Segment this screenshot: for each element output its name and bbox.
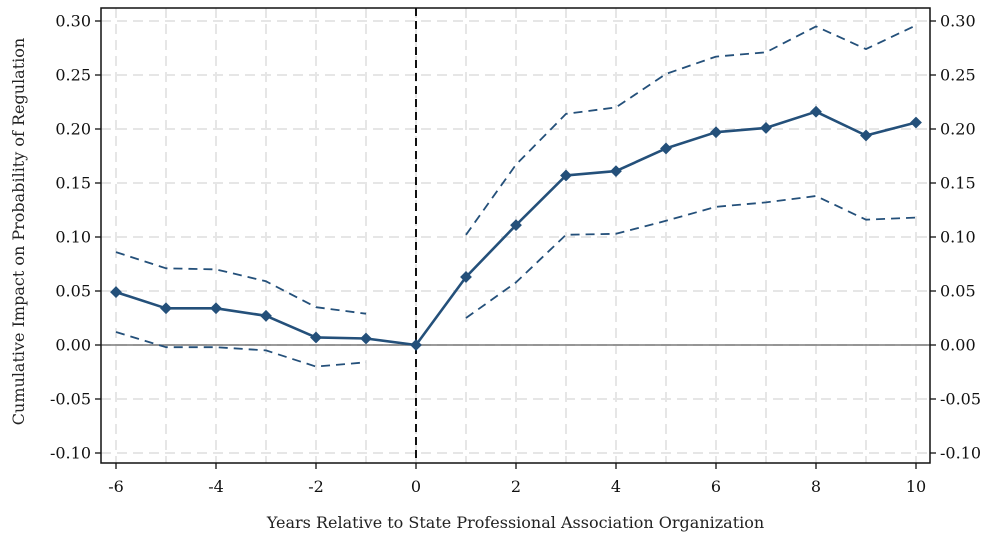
data-point-marker (310, 331, 322, 344)
data-point-marker (760, 122, 772, 134)
data-point-marker (610, 165, 622, 178)
data-point-marker (110, 286, 122, 298)
data-point-marker (460, 271, 472, 283)
x-tick-label: -4 (208, 477, 224, 496)
data-point-marker (510, 219, 522, 232)
data-point-marker (560, 169, 572, 182)
x-tick-label: -6 (108, 477, 124, 496)
y-axis-title: Cumulative Impact on Probability of Regu… (9, 38, 28, 425)
data-point-marker (910, 116, 922, 129)
x-tick-label: 8 (811, 477, 821, 496)
x-tick-label: 2 (511, 477, 521, 496)
y-tick-label-right: 0.00 (940, 336, 976, 355)
y-tick-label-left: 0.05 (55, 282, 91, 301)
y-tick-label-right: 0.10 (940, 228, 976, 247)
data-point-marker (860, 129, 872, 142)
x-tick-label: -2 (308, 477, 324, 496)
data-point-marker (710, 126, 722, 139)
y-tick-label-right: -0.05 (940, 390, 981, 409)
y-tick-label-left: -0.05 (50, 390, 91, 409)
y-tick-label-right: 0.30 (940, 12, 976, 31)
y-tick-label-left: 0.15 (55, 174, 91, 193)
data-point-marker (360, 332, 372, 345)
marker-group (110, 105, 922, 351)
x-tick-label: 10 (906, 477, 926, 496)
y-tick-label-left: -0.10 (50, 444, 91, 463)
y-tick-label-left: 0.10 (55, 228, 91, 247)
y-tick-label-left: 0.30 (55, 12, 91, 31)
x-tick-label: 0 (411, 477, 421, 496)
y-tick-label-right: -0.10 (940, 444, 981, 463)
data-point-marker (260, 309, 272, 322)
data-point-marker (210, 302, 222, 315)
series-line-lower-ci-post (465, 195, 917, 319)
y-tick-label-right: 0.20 (940, 120, 976, 139)
axis-ticks: -6 -4 -2 0 2 4 6 8 10 -0.10 -0.10 -0.05 -0.05 0.00 0.0… (50, 12, 981, 497)
y-tick-label-right: 0.15 (940, 174, 976, 193)
x-axis-title: Years Relative to State Professional Ass… (266, 513, 764, 532)
data-point-marker (660, 142, 672, 155)
y-tick-label-left: 0.00 (55, 336, 91, 355)
data-point-marker (410, 339, 422, 351)
x-tick-label: 6 (711, 477, 721, 496)
series-line-upper-ci-pre (115, 251, 367, 315)
series-line-upper-ci-post (465, 24, 917, 236)
y-tick-label-left: 0.20 (55, 120, 91, 139)
y-tick-label-right: 0.05 (940, 282, 976, 301)
series-line-lower-ci-pre (115, 331, 367, 368)
data-point-marker (160, 302, 172, 315)
y-tick-label-left: 0.25 (55, 66, 91, 85)
x-tick-label: 4 (611, 477, 621, 496)
y-tick-label-right: 0.25 (940, 66, 976, 85)
reference-lines (101, 8, 930, 463)
data-point-marker (810, 105, 822, 118)
